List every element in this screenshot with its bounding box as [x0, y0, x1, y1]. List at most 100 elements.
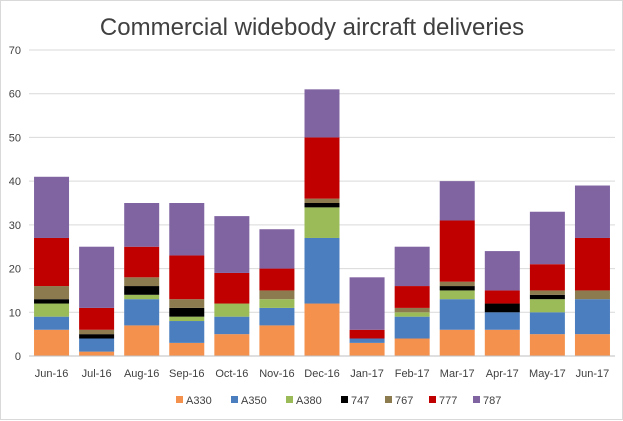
bar-segment	[169, 255, 205, 300]
bar-segment	[124, 277, 160, 287]
x-tick-label: Aug-16	[124, 368, 159, 380]
bar-segment	[214, 316, 250, 335]
bar-segment	[394, 307, 430, 313]
legend-swatch	[385, 396, 392, 403]
bar-segment	[439, 181, 475, 221]
bar-segment	[124, 203, 160, 247]
bar-segment	[394, 338, 430, 356]
bar-segment	[259, 268, 295, 291]
bar-segment	[439, 281, 475, 287]
bar-segment	[214, 272, 250, 304]
y-tick-label: 40	[9, 176, 21, 188]
bar-segment	[349, 329, 385, 339]
bar-segment	[124, 299, 160, 326]
y-tick-label: 70	[9, 45, 21, 57]
bar-segment	[574, 299, 610, 335]
bar-segment	[349, 277, 385, 330]
bar-segment	[79, 338, 115, 352]
legend-label: 747	[351, 395, 369, 407]
bar-segment	[259, 299, 295, 308]
x-tick-label: Apr-17	[486, 368, 519, 380]
bar-segment	[529, 334, 565, 356]
bar-segment	[79, 334, 115, 339]
bar-segment	[169, 342, 205, 356]
bar-segment	[259, 229, 295, 269]
x-tick-label: Jul-16	[82, 368, 112, 380]
bar-segment	[529, 264, 565, 291]
bar-segment	[394, 246, 430, 287]
y-axis-ticks: 0 10 20 30 40 50 60 70	[9, 45, 21, 363]
bar-segment	[439, 290, 475, 300]
bars	[34, 89, 610, 356]
y-tick-label: 0	[15, 351, 21, 363]
bar-segment	[79, 246, 115, 308]
bar-segment	[484, 312, 520, 330]
bar-segment	[529, 294, 565, 300]
x-tick-label: Sep-16	[169, 368, 204, 380]
y-tick-label: 50	[9, 132, 21, 144]
bar-segment	[34, 303, 70, 317]
bar-segment	[79, 351, 115, 356]
x-tick-label: Nov-16	[259, 368, 294, 380]
x-tick-label: Mar-17	[440, 368, 475, 380]
bar-segment	[529, 312, 565, 335]
bar-segment	[484, 303, 520, 313]
bar-segment	[439, 299, 475, 330]
bar-segment	[574, 334, 610, 356]
x-tick-label: May-17	[529, 368, 566, 380]
bar-segment	[124, 294, 160, 300]
legend-swatch	[341, 396, 348, 403]
bar-segment	[259, 290, 295, 300]
y-tick-label: 30	[9, 220, 21, 232]
bar-segment	[34, 329, 70, 356]
chart-title: Commercial widebody aircraft deliveries	[100, 14, 524, 41]
bar-segment	[34, 176, 70, 238]
x-tick-label: Oct-16	[215, 368, 248, 380]
bar-segment	[349, 338, 385, 343]
bar-segment	[259, 325, 295, 356]
legend-label: A350	[241, 395, 267, 407]
bar-segment	[304, 303, 340, 356]
bar-segment	[214, 216, 250, 273]
legend-label: A330	[186, 395, 212, 407]
bar-segment	[34, 299, 70, 304]
bar-segment	[439, 329, 475, 356]
bar-segment	[439, 286, 475, 291]
legend-label: 787	[483, 395, 501, 407]
legend: A330 A350 A380 747 767 777 787	[176, 395, 501, 407]
bar-segment	[394, 316, 430, 339]
bar-segment	[439, 220, 475, 282]
bar-segment	[169, 203, 205, 256]
bar-segment	[529, 290, 565, 295]
bar-segment	[349, 342, 385, 356]
legend-label: 777	[439, 395, 457, 407]
bar-segment	[529, 299, 565, 313]
legend-label: 767	[395, 395, 413, 407]
x-tick-label: Jan-17	[350, 368, 384, 380]
bar-segment	[304, 89, 340, 138]
bar-segment	[574, 185, 610, 238]
legend-swatch	[231, 396, 238, 403]
bar-segment	[529, 211, 565, 265]
bar-segment	[34, 237, 70, 287]
bar-segment	[169, 316, 205, 322]
bar-segment	[484, 329, 520, 356]
bar-segment	[169, 307, 205, 317]
y-tick-label: 60	[9, 89, 21, 101]
legend-label: A380	[296, 395, 322, 407]
bar-segment	[304, 207, 340, 238]
bar-segment	[124, 286, 160, 295]
bar-segment	[34, 286, 70, 300]
bar-segment	[574, 290, 610, 300]
legend-swatch	[176, 396, 183, 403]
bar-segment	[304, 203, 340, 208]
bar-segment	[169, 299, 205, 308]
bar-segment	[484, 251, 520, 291]
y-tick-label: 10	[9, 307, 21, 319]
bar-segment	[214, 334, 250, 356]
x-axis-ticks: Jun-16 Jul-16 Aug-16 Sep-16 Oct-16 Nov-16 Dec-…	[35, 368, 610, 380]
bar-segment	[484, 290, 520, 304]
x-tick-label: Dec-16	[304, 368, 339, 380]
